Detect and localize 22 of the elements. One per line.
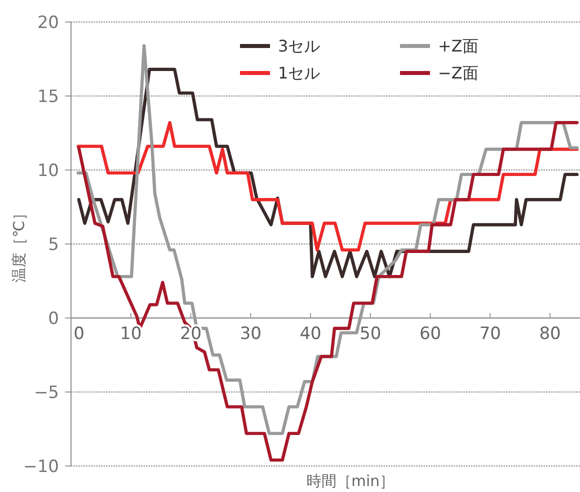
- x-tick-label: 80: [539, 324, 561, 344]
- x-tick-label: 10: [120, 324, 142, 344]
- x-tick-label: 30: [240, 324, 262, 344]
- y-tick-label: −10: [23, 456, 59, 477]
- x-tick-label: 0: [74, 324, 84, 344]
- y-tick-label: −5: [34, 382, 59, 403]
- y-tick-label: 15: [37, 86, 59, 107]
- x-axis-title: 時間［min］: [306, 472, 395, 490]
- x-tick-label: 50: [360, 324, 382, 344]
- legend-label: 3セル: [278, 36, 320, 56]
- x-tick-label: 70: [479, 324, 501, 344]
- x-tick-label: 60: [419, 324, 442, 344]
- y-tick-label: 0: [48, 308, 59, 329]
- y-tick-label: 5: [48, 234, 59, 255]
- y-tick-label: 20: [37, 12, 59, 33]
- line-series: [76, 121, 579, 252]
- y-axis-title: 温度［℃］: [10, 206, 28, 282]
- legend-label: 1セル: [278, 64, 320, 83]
- legend-label: +Z面: [438, 36, 478, 56]
- y-tick-label: 10: [37, 160, 59, 181]
- legend-label: −Z面: [438, 64, 478, 83]
- x-tick-label: 40: [300, 324, 322, 344]
